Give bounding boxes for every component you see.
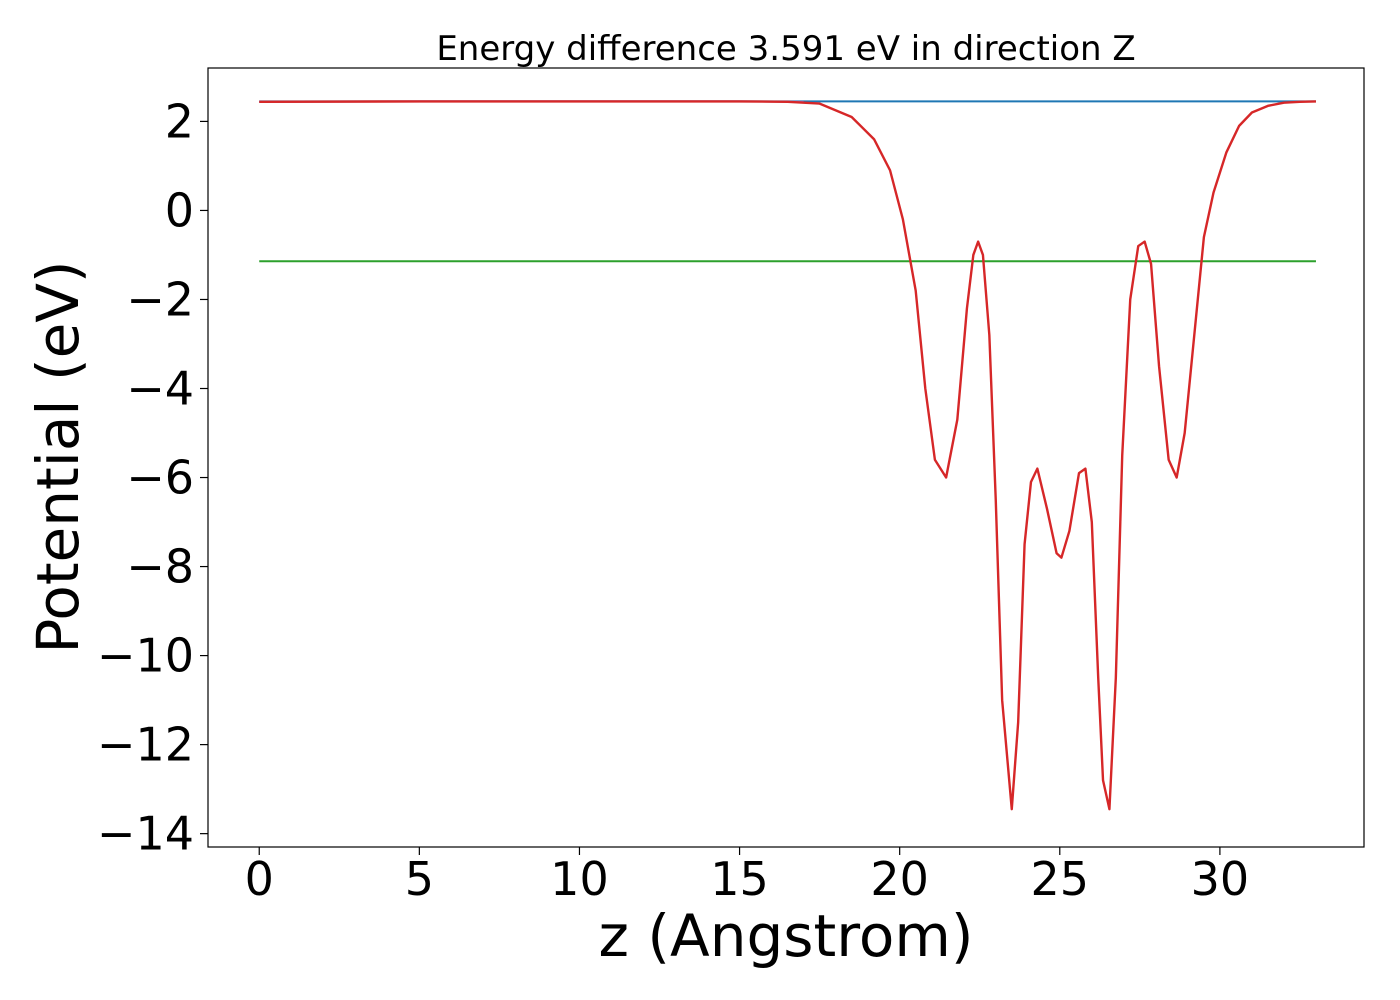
chart-title: Energy difference 3.591 eV in direction … xyxy=(436,29,1135,69)
series-line-4 xyxy=(259,100,1317,811)
y-tick-label: −10 xyxy=(97,629,194,683)
x-tick-label: 0 xyxy=(245,852,274,906)
y-tick-label: −14 xyxy=(97,807,194,861)
plot-lines xyxy=(259,100,1317,811)
y-tick-label: −12 xyxy=(97,718,194,772)
y-axis-label: Potential (eV) xyxy=(24,260,92,653)
x-axis-label: z (Angstrom) xyxy=(599,902,974,970)
x-tick-label: 5 xyxy=(405,852,434,906)
x-tick-label: 30 xyxy=(1191,852,1250,906)
x-tick-label: 20 xyxy=(870,852,929,906)
y-tick-label: −6 xyxy=(126,451,194,505)
y-axis-ticks: 2 0 −2 −4 −6 −8 −10 −12 −14 xyxy=(97,94,208,861)
x-tick-label: 25 xyxy=(1031,852,1090,906)
x-tick-label: 15 xyxy=(710,852,769,906)
x-axis-ticks: 0 5 10 15 20 25 30 xyxy=(245,847,1250,906)
plot-frame xyxy=(207,67,1365,848)
y-tick-label: −2 xyxy=(126,272,194,326)
y-tick-label: 0 xyxy=(165,183,194,237)
x-tick-label: 10 xyxy=(550,852,609,906)
y-tick-label: 2 xyxy=(165,94,194,148)
y-tick-label: −8 xyxy=(126,540,194,594)
y-tick-label: −4 xyxy=(126,362,194,416)
